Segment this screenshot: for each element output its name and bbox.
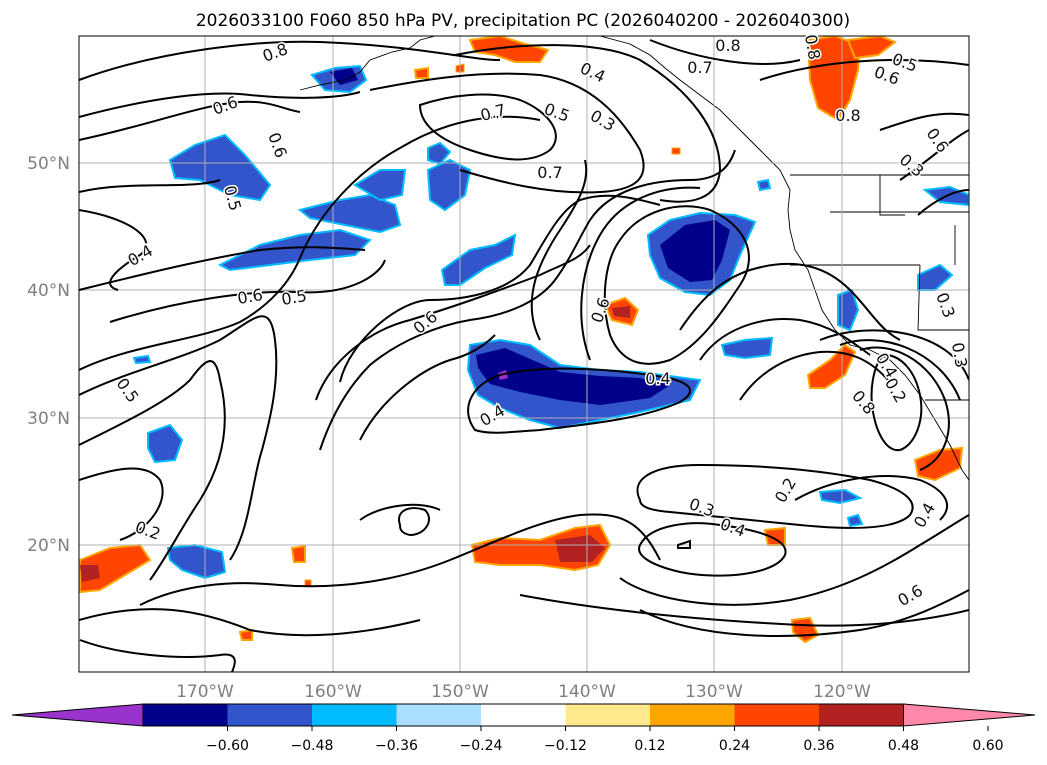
contour-label: 0.7 [687, 58, 712, 77]
lon-label-150w: 150°W [431, 682, 489, 702]
contour-label: 0.8 [715, 36, 740, 55]
figure-title: 2026033100 F060 850 hPa PV, precipitatio… [196, 11, 850, 31]
longitude-labels: 170°W 160°W 150°W 140°W 130°W 120°W [176, 682, 871, 702]
pv-contours [79, 39, 969, 672]
contour-label: 0.8 [801, 33, 824, 61]
colorbar-tick-label: 0.24 [719, 738, 750, 754]
colorbar-segment [312, 704, 397, 726]
colorbar-segment [650, 704, 735, 726]
lon-label-160w: 160°W [304, 682, 362, 702]
latitude-labels: 50°N 40°N 30°N 20°N [27, 154, 70, 556]
colorbar-tick-label: 0.60 [972, 738, 1003, 754]
colorbar-tick-label: −0.24 [460, 738, 503, 754]
precip-negative-areas [132, 64, 969, 580]
colorbar-segment [819, 704, 904, 726]
colorbar-tick-label: 0.12 [634, 738, 665, 754]
lon-label-170w: 170°W [176, 682, 234, 702]
lat-label-50n: 50°N [27, 154, 70, 174]
lon-label-140w: 140°W [558, 682, 616, 702]
colorbar-segment [396, 704, 481, 726]
colorbar-extend-max [903, 703, 1036, 727]
colorbar-extend-min [11, 703, 144, 727]
colorbar-tick-label: 0.36 [803, 738, 834, 754]
colorbar-segment [565, 704, 650, 726]
lon-label-120w: 120°W [813, 682, 871, 702]
lat-label-30n: 30°N [27, 409, 70, 429]
colorbar-tick-label: −0.60 [206, 738, 249, 754]
graticule [79, 36, 969, 672]
colorbar-tick-label: −0.12 [544, 738, 587, 754]
lon-label-130w: 130°W [685, 682, 743, 702]
lat-label-20n: 20°N [27, 536, 70, 556]
map-panel [78, 35, 970, 673]
contour-label: 0.7 [537, 163, 562, 182]
precip-positive-areas [79, 36, 964, 644]
contour-label: 0.3 [948, 341, 971, 369]
colorbar-segment [481, 704, 566, 726]
colorbar-segment [227, 704, 312, 726]
colorbar-tick-label: 0.48 [888, 738, 919, 754]
contour-label: 0.8 [835, 106, 860, 125]
colorbar: −0.60 −0.48 −0.36 −0.24 −0.12 0.12 0.24 0.36 0.4… [11, 703, 1036, 754]
colorbar-tick-label: −0.36 [375, 738, 418, 754]
lat-label-40n: 40°N [27, 281, 70, 301]
colorbar-tick-label: −0.48 [291, 738, 334, 754]
colorbar-segment [143, 704, 228, 726]
contour-label: 0.4 [645, 369, 670, 388]
coastlines [299, 36, 969, 481]
colorbar-segment [734, 704, 819, 726]
